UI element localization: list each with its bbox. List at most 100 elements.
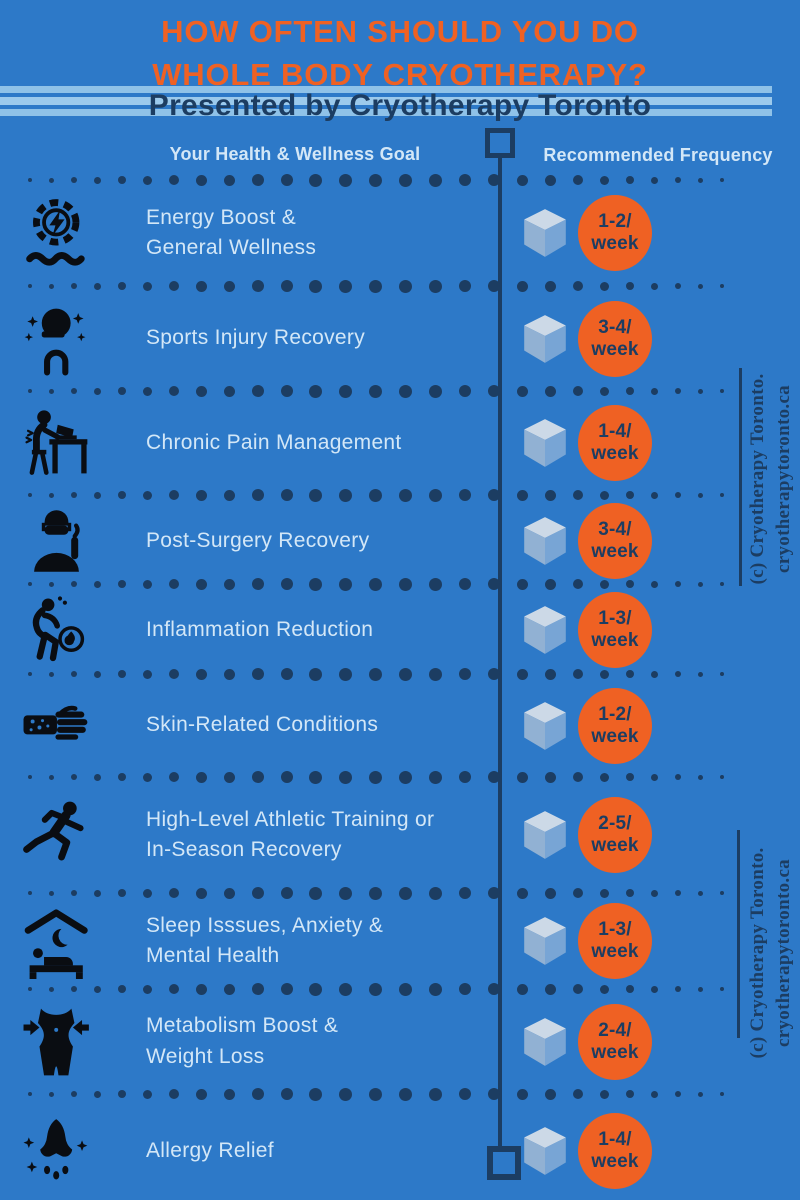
frequency-unit: week bbox=[591, 941, 639, 962]
frequency-badge: 1-2/ week bbox=[578, 687, 652, 764]
cube-icon bbox=[522, 1125, 568, 1177]
dotted-divider bbox=[28, 576, 724, 592]
goal-section: Inflammation Reduction 1-3/ week bbox=[0, 576, 800, 668]
frequency-badge: 1-2/ week bbox=[578, 195, 652, 271]
frequency-unit: week bbox=[591, 725, 639, 747]
frequency-value: 2-5/ bbox=[598, 813, 632, 835]
cube-icon bbox=[522, 1016, 568, 1068]
frequency-unit: week bbox=[591, 630, 639, 651]
frequency-badge: 2-5/ week bbox=[578, 797, 652, 873]
goal-row: Energy Boost & General Wellness 1-2/ wee… bbox=[0, 188, 800, 278]
dotted-divider bbox=[28, 278, 724, 294]
dotted-divider bbox=[28, 769, 724, 785]
frequency-unit: week bbox=[591, 541, 639, 562]
timeline-line bbox=[498, 158, 502, 1146]
frequency-value: 1-3/ bbox=[598, 608, 632, 630]
frequency-value: 1-4/ bbox=[598, 1129, 632, 1151]
surgeon-thumbs-up-icon bbox=[25, 506, 88, 576]
sprinter-icon bbox=[22, 797, 90, 873]
frequency-badge: 1-3/ week bbox=[578, 903, 652, 979]
dotted-divider bbox=[28, 383, 724, 399]
cube-icon bbox=[522, 417, 568, 469]
cube-icon bbox=[522, 604, 568, 656]
frequency-unit: week bbox=[591, 443, 639, 464]
dotted-divider bbox=[28, 172, 724, 188]
goal-label: Inflammation Reduction bbox=[146, 617, 374, 641]
frequency-value: 1-2/ bbox=[598, 211, 632, 233]
page-title: HOW OFTEN SHOULD YOU DO WHOLE BODY CRYOTH… bbox=[0, 10, 800, 97]
goal-row: Allergy Relief 1-4/ week bbox=[0, 1102, 800, 1200]
watermark-rule bbox=[739, 368, 742, 586]
frequency-unit: week bbox=[591, 835, 639, 856]
column-header-frequency: Recommended Frequency bbox=[543, 145, 773, 165]
goal-row: Inflammation Reduction 1-3/ week bbox=[0, 592, 800, 668]
goal-label: Post-Surgery Recovery bbox=[146, 528, 370, 552]
frequency-unit: week bbox=[591, 1041, 639, 1063]
frequency-value: 3-4/ bbox=[598, 519, 632, 541]
sleep-bed-moon-icon bbox=[22, 903, 90, 979]
cube-icon bbox=[522, 700, 568, 752]
frequency-unit: week bbox=[591, 1151, 639, 1172]
copyright-watermark: (c) Cryotherapy Toronto. cryotherapytoron… bbox=[745, 359, 799, 599]
copyright-line2: cryotherapytoronto.ca bbox=[772, 385, 794, 573]
frequency-value: 2-4/ bbox=[598, 1019, 632, 1041]
dotted-divider bbox=[28, 885, 724, 901]
goal-label: Sleep Isssues, Anxiety & Mental Health bbox=[146, 913, 384, 967]
timeline-bottom-square bbox=[487, 1146, 521, 1180]
dotted-divider bbox=[28, 487, 724, 503]
goal-label: Energy Boost & General Wellness bbox=[146, 205, 317, 259]
frequency-unit: week bbox=[591, 233, 639, 254]
frequency-value: 1-4/ bbox=[598, 421, 632, 443]
back-pain-flame-icon bbox=[25, 595, 88, 665]
copyright-line2: cryotherapytoronto.ca bbox=[772, 859, 794, 1047]
timeline-top-square bbox=[485, 128, 515, 158]
page-title-line1: HOW OFTEN SHOULD YOU DO bbox=[161, 14, 639, 49]
goal-section: Post-Surgery Recovery 3-4/ week bbox=[0, 487, 800, 579]
cube-icon bbox=[522, 515, 568, 567]
frequency-value: 1-2/ bbox=[598, 703, 632, 725]
goal-section: Sports Injury Recovery 3-4/ week bbox=[0, 278, 800, 383]
goal-section: Metabolism Boost & Weight Loss 2-4/ week bbox=[0, 981, 800, 1086]
goal-row: Sleep Isssues, Anxiety & Mental Health 1… bbox=[0, 901, 800, 981]
goal-label: High-Level Athletic Training or In-Seaso… bbox=[146, 807, 435, 861]
goal-section: Skin-Related Conditions 1-2/ week bbox=[0, 666, 800, 769]
copyright-line1: (c) Cryotherapy Toronto. bbox=[747, 847, 768, 1059]
column-header-goal: Your Health & Wellness Goal bbox=[169, 144, 421, 164]
goal-label: Sports Injury Recovery bbox=[146, 326, 366, 350]
goal-section: Chronic Pain Management 1-4/ week bbox=[0, 383, 800, 487]
subtitle-text: Presented by Cryotherapy Toronto bbox=[148, 89, 652, 122]
frequency-badge: 3-4/ week bbox=[578, 300, 652, 377]
cube-icon bbox=[522, 207, 568, 259]
frequency-badge: 1-4/ week bbox=[578, 405, 652, 481]
dotted-divider bbox=[28, 981, 724, 997]
frequency-value: 3-4/ bbox=[598, 316, 632, 338]
frequency-badge: 1-4/ week bbox=[578, 1113, 652, 1189]
goal-row: Post-Surgery Recovery 3-4/ week bbox=[0, 503, 800, 579]
dotted-divider bbox=[28, 666, 724, 682]
goal-row: Chronic Pain Management 1-4/ week bbox=[0, 399, 800, 487]
goal-row: Metabolism Boost & Weight Loss 2-4/ week bbox=[0, 997, 800, 1086]
copyright-watermark: (c) Cryotherapy Toronto. cryotherapytoron… bbox=[745, 833, 799, 1073]
cube-icon bbox=[522, 915, 568, 967]
cube-icon bbox=[522, 313, 568, 365]
slim-waist-arrows-icon bbox=[22, 1004, 90, 1080]
goal-label: Chronic Pain Management bbox=[146, 430, 402, 454]
goal-row: Skin-Related Conditions 1-2/ week bbox=[0, 682, 800, 769]
sports-helmet-icon bbox=[22, 301, 90, 377]
frequency-badge: 1-3/ week bbox=[578, 592, 652, 668]
goal-label: Allergy Relief bbox=[146, 1138, 274, 1162]
goal-label: Metabolism Boost & Weight Loss bbox=[146, 1014, 339, 1068]
goal-rows-list: Energy Boost & General Wellness 1-2/ wee… bbox=[0, 172, 800, 1200]
goal-row: Sports Injury Recovery 3-4/ week bbox=[0, 294, 800, 383]
frequency-value: 1-3/ bbox=[598, 919, 632, 941]
skin-arm-spots-icon bbox=[22, 688, 90, 764]
sneezing-nose-icon bbox=[22, 1113, 90, 1189]
frequency-unit: week bbox=[591, 338, 639, 360]
goal-section: High-Level Athletic Training or In-Seaso… bbox=[0, 769, 800, 885]
watermark-rule bbox=[737, 830, 740, 1038]
goal-label: Skin-Related Conditions bbox=[146, 713, 379, 737]
dotted-divider bbox=[28, 1086, 724, 1102]
frequency-badge: 3-4/ week bbox=[578, 503, 652, 579]
frequency-badge: 2-4/ week bbox=[578, 1003, 652, 1080]
striped-banner bbox=[0, 86, 772, 120]
